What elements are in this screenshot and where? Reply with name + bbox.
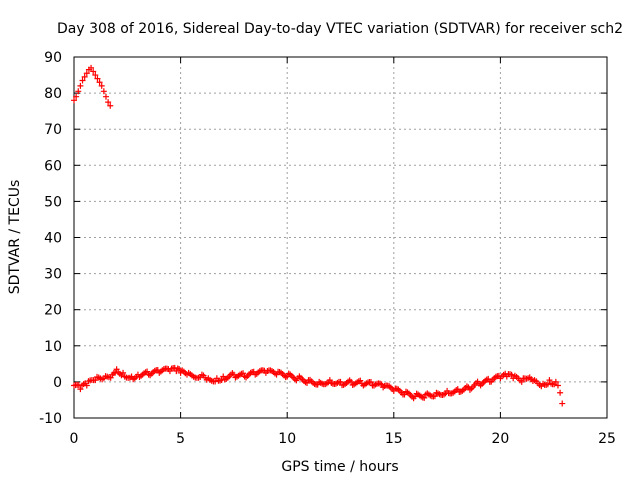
- data-point: [90, 68, 97, 75]
- y-tick-label: 40: [44, 231, 62, 247]
- data-point: [337, 378, 344, 385]
- data-point: [557, 389, 564, 396]
- data-point: [105, 99, 112, 106]
- data-point: [96, 79, 103, 86]
- y-tick-label: 0: [53, 375, 62, 391]
- data-point: [73, 93, 80, 100]
- data-point: [94, 75, 101, 82]
- y-tick-label: 10: [44, 339, 62, 355]
- y-tick-label: 80: [44, 86, 62, 102]
- data-point: [100, 88, 107, 95]
- series-sdtvar-high-arc: [71, 64, 114, 109]
- plot-frame: [73, 56, 608, 419]
- data-point: [79, 77, 86, 84]
- x-tick-label: 5: [176, 431, 185, 447]
- data-point: [71, 97, 77, 104]
- x-tick-label: 10: [278, 431, 296, 447]
- dense-point: [508, 371, 515, 378]
- y-tick-label: 90: [44, 50, 62, 66]
- y-tick-label: -10: [39, 411, 62, 427]
- data-point: [120, 369, 127, 376]
- dense-point: [240, 370, 247, 377]
- x-tick-labels: 0 5 10 15 20 25: [70, 431, 616, 447]
- data-point: [98, 82, 105, 89]
- data-point: [75, 88, 82, 95]
- data-point: [552, 378, 559, 385]
- y-tick-label: 30: [44, 267, 62, 283]
- data-point: [77, 82, 84, 89]
- data-point: [348, 378, 355, 385]
- data-point: [102, 93, 109, 100]
- dense-point: [367, 379, 374, 386]
- x-tick-label: 15: [385, 431, 403, 447]
- x-tick-label: 0: [70, 431, 79, 447]
- data-point: [554, 382, 561, 389]
- y-tick-labels: -10 0 10 20 30 40 50 60 70 80 90: [39, 50, 62, 427]
- data-point: [92, 377, 99, 384]
- dense-point: [431, 393, 438, 400]
- dense-point: [357, 377, 364, 384]
- data-point: [88, 64, 95, 71]
- data-point: [559, 400, 566, 407]
- x-tick-label: 25: [598, 431, 616, 447]
- data-point: [81, 73, 88, 80]
- data-point: [77, 386, 84, 393]
- data-point: [546, 377, 553, 384]
- x-axis-title: GPS time / hours: [281, 459, 398, 475]
- y-tick-label: 70: [44, 122, 62, 138]
- data-point: [92, 72, 99, 79]
- y-tick-label: 50: [44, 194, 62, 210]
- y-tick-label: 20: [44, 303, 62, 319]
- dense-point: [107, 374, 114, 381]
- y-tick-label: 60: [44, 158, 62, 174]
- data-point: [107, 102, 114, 109]
- data-point: [518, 378, 525, 385]
- dense-point: [421, 394, 428, 401]
- grid: [74, 57, 607, 418]
- y-axis-title: SDTVAR / TECUs: [7, 180, 23, 295]
- chart-title: Day 308 of 2016, Sidereal Day-to-day VTE…: [57, 21, 623, 37]
- dense-point: [212, 378, 219, 385]
- dense-point: [176, 366, 183, 373]
- series-sdtvar: [71, 364, 566, 407]
- data-point: [83, 382, 90, 389]
- data-point: [83, 70, 90, 77]
- x-tick-label: 20: [491, 431, 509, 447]
- dense-point: [171, 364, 178, 371]
- dense-point: [144, 368, 151, 375]
- data-points: [71, 64, 566, 407]
